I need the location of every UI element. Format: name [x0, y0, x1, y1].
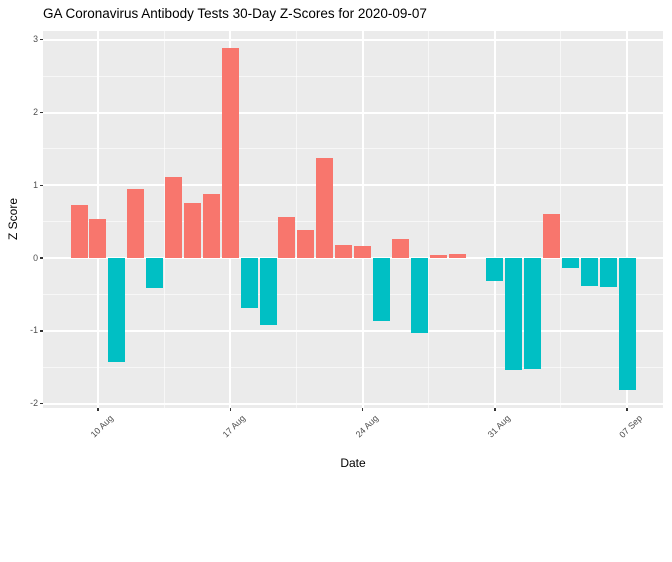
y-tick-mark [40, 38, 43, 41]
bar [372, 258, 390, 322]
bar [410, 258, 428, 334]
bar [108, 258, 126, 363]
y-tick-mark [40, 402, 43, 405]
x-tick-label: 31 Aug [485, 413, 512, 440]
bar [240, 258, 258, 309]
bar [599, 258, 617, 288]
bar [70, 204, 88, 259]
bar [580, 258, 598, 287]
x-major-gridline [626, 31, 629, 408]
x-major-gridline [361, 31, 364, 408]
x-minor-gridline [163, 31, 165, 408]
bar [524, 258, 542, 369]
bar [505, 258, 523, 371]
x-minor-gridline [428, 31, 430, 408]
bar [561, 258, 579, 269]
y-axis-title: Z Score [6, 197, 20, 241]
bar [221, 48, 239, 259]
bar [543, 213, 560, 259]
bar [127, 188, 145, 259]
bar [391, 239, 409, 259]
bar [618, 258, 636, 390]
y-minor-gridline [43, 221, 663, 223]
y-tick-label: 3 [33, 34, 38, 45]
bar [202, 194, 220, 259]
bar [429, 255, 447, 259]
chart-title: GA Coronavirus Antibody Tests 30-Day Z-S… [43, 6, 427, 21]
y-tick-label: -1 [30, 325, 38, 336]
y-minor-gridline [43, 366, 663, 368]
bar [335, 244, 353, 259]
x-tick-label: 24 Aug [353, 413, 380, 440]
x-axis-title: Date [340, 456, 366, 470]
bar [259, 258, 277, 326]
x-tick-mark [97, 408, 99, 411]
bar [354, 246, 372, 259]
y-minor-gridline [43, 75, 663, 77]
x-tick-mark [494, 408, 496, 411]
bar [316, 158, 334, 259]
y-major-gridline [43, 111, 663, 114]
x-major-gridline [493, 31, 496, 408]
x-minor-gridline [295, 31, 297, 408]
bars-layer [43, 31, 663, 408]
x-tick-mark [626, 408, 628, 411]
y-tick-label: -2 [30, 398, 38, 409]
bar [486, 258, 504, 282]
chart-figure: GA Coronavirus Antibody Tests 30-Day Z-S… [6, 6, 663, 470]
y-tick-label: 1 [33, 179, 38, 190]
bar [165, 177, 183, 259]
y-tick-mark [40, 257, 43, 259]
y-major-gridline [43, 184, 663, 187]
bar [448, 254, 466, 259]
y-tick-mark [40, 111, 43, 114]
y-major-gridline [43, 38, 663, 41]
y-minor-gridline [43, 293, 663, 295]
y-tick-mark [40, 184, 43, 187]
bar [89, 218, 107, 259]
x-tick-mark [361, 408, 364, 411]
y-major-gridline [43, 402, 663, 405]
y-tick-label: 2 [33, 107, 38, 117]
x-tick-label: 17 Aug [220, 413, 248, 440]
x-tick-label: 07 Sep [617, 413, 645, 440]
bar [278, 217, 296, 259]
y-tick-mark [40, 330, 43, 332]
x-minor-gridline [560, 31, 562, 408]
y-major-gridline [43, 257, 663, 260]
plot-panel [43, 31, 663, 408]
y-tick-label: 0 [33, 252, 38, 263]
y-minor-gridline [43, 148, 663, 150]
x-tick-mark [229, 408, 232, 411]
bar [183, 203, 201, 259]
bar [146, 258, 164, 288]
x-tick-label: 10 Aug [88, 413, 116, 440]
bar [297, 229, 315, 259]
y-major-gridline [43, 329, 663, 332]
